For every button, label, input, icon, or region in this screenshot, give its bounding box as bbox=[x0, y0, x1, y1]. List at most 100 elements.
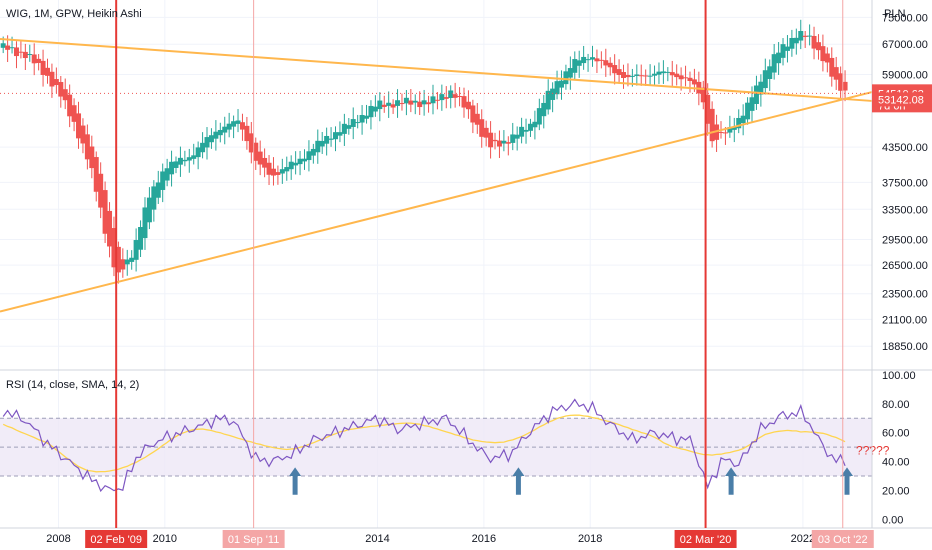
candle-body bbox=[842, 81, 848, 91]
price-tick-label: 18850.00 bbox=[882, 341, 928, 353]
candle-body bbox=[496, 140, 502, 147]
candle-body bbox=[820, 46, 826, 62]
time-tick-label: 2008 bbox=[46, 533, 70, 545]
time-marker-label: 02 Feb '09 bbox=[90, 534, 142, 546]
candle-body bbox=[381, 104, 387, 107]
candle-body bbox=[523, 129, 529, 132]
rsi-tick-label: 60.00 bbox=[882, 428, 910, 440]
candle-body bbox=[647, 75, 653, 77]
candle-body bbox=[669, 72, 675, 76]
price-tick-label: 33500.00 bbox=[882, 204, 928, 216]
price-tick-label: 67000.00 bbox=[882, 39, 928, 51]
candle-body bbox=[310, 148, 316, 156]
candle-body bbox=[368, 105, 374, 118]
candle-body bbox=[319, 140, 325, 147]
candle-body bbox=[133, 240, 139, 260]
candle-body bbox=[643, 75, 649, 77]
candle-body bbox=[9, 47, 15, 49]
candle-body bbox=[541, 102, 547, 117]
candle-body bbox=[399, 103, 405, 105]
candle-body bbox=[53, 79, 59, 86]
candle-body bbox=[49, 71, 55, 87]
candle-body bbox=[767, 66, 773, 79]
candle-body bbox=[217, 129, 223, 136]
candle-body bbox=[780, 44, 786, 58]
candle-body bbox=[625, 74, 631, 78]
candle-body bbox=[333, 132, 339, 140]
candle-body bbox=[235, 120, 241, 124]
time-marker-badge bbox=[811, 530, 874, 548]
candle-body bbox=[270, 168, 276, 176]
candle-body bbox=[146, 197, 152, 223]
candle-body bbox=[22, 51, 28, 59]
candle-body bbox=[337, 132, 343, 136]
candle-body bbox=[262, 157, 268, 168]
candle-body bbox=[257, 151, 263, 165]
candle-body bbox=[239, 122, 245, 130]
candle-body bbox=[802, 35, 808, 37]
candle-body bbox=[598, 59, 604, 61]
candle-body bbox=[501, 140, 507, 144]
candle-body bbox=[408, 100, 414, 105]
candle-body bbox=[403, 97, 409, 104]
candle-body bbox=[589, 57, 595, 60]
trendline[interactable] bbox=[0, 37, 873, 102]
candle-body bbox=[634, 74, 640, 76]
rsi-pane: ????? bbox=[0, 398, 890, 495]
candle-body bbox=[169, 161, 175, 175]
candle-body bbox=[638, 75, 644, 77]
candle-body bbox=[554, 81, 560, 95]
rsi-tick-label: 0.00 bbox=[882, 514, 903, 526]
candle-body bbox=[284, 167, 290, 172]
candle-body bbox=[519, 126, 525, 137]
candle-body bbox=[89, 146, 95, 169]
candle-body bbox=[581, 56, 587, 64]
candle-body bbox=[492, 139, 498, 142]
question-annotation: ????? bbox=[856, 443, 890, 457]
candle-body bbox=[483, 127, 489, 138]
candle-body bbox=[691, 79, 697, 85]
candle-body bbox=[275, 172, 281, 175]
candle-body bbox=[722, 132, 728, 134]
candle-body bbox=[457, 96, 463, 98]
trendline[interactable] bbox=[0, 91, 873, 313]
candle-body bbox=[510, 134, 516, 143]
candle-body bbox=[195, 147, 201, 158]
candle-body bbox=[479, 119, 485, 137]
time-marker-badge bbox=[674, 530, 737, 548]
candle-body bbox=[186, 157, 192, 161]
candle-body bbox=[328, 138, 334, 140]
candle-body bbox=[576, 60, 582, 66]
candle-body bbox=[36, 58, 42, 63]
candle-body bbox=[443, 97, 449, 99]
candle-body bbox=[532, 121, 538, 128]
candle-body bbox=[514, 134, 520, 139]
time-tick-label: 2018 bbox=[578, 533, 602, 545]
candle-body bbox=[629, 75, 635, 77]
candle-body bbox=[164, 168, 170, 181]
candle-body bbox=[718, 132, 724, 134]
candle-body bbox=[288, 161, 294, 170]
candle-body bbox=[67, 94, 73, 117]
candle-body bbox=[709, 108, 715, 142]
candle-body bbox=[364, 115, 370, 119]
candle-body bbox=[687, 77, 693, 81]
candle-body bbox=[27, 54, 33, 56]
candle-body bbox=[527, 123, 533, 131]
candle-body bbox=[222, 126, 228, 133]
candle-body bbox=[815, 42, 821, 51]
candle-body bbox=[829, 57, 835, 77]
candle-body bbox=[448, 90, 454, 98]
candle-body bbox=[426, 102, 432, 105]
candle-body bbox=[350, 119, 356, 127]
candle-body bbox=[301, 158, 307, 162]
candle-body bbox=[470, 105, 476, 123]
candle-body bbox=[395, 100, 401, 106]
candle-body bbox=[705, 94, 711, 124]
candle-body bbox=[811, 35, 817, 49]
candle-body bbox=[138, 227, 144, 250]
price-tick-label: 21100.00 bbox=[882, 314, 927, 326]
candle-body bbox=[727, 127, 733, 133]
time-marker-badge bbox=[222, 530, 285, 548]
